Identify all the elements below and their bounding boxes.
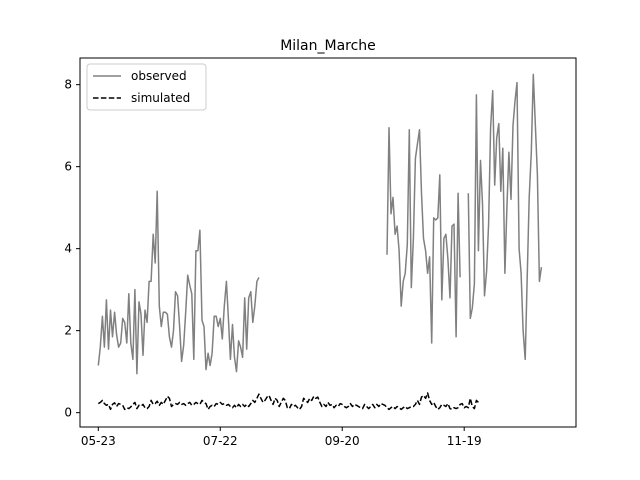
y-tick-label: 2	[64, 324, 72, 338]
x-axis: 05-23 07-22 09-20 11-19	[81, 427, 482, 448]
y-tick-label: 0	[64, 406, 72, 420]
series-line-observed	[386, 126, 461, 344]
series-line-observed	[467, 73, 543, 361]
y-tick-label: 8	[64, 78, 72, 92]
x-tick-label: 07-22	[203, 434, 238, 448]
x-tick-label: 05-23	[81, 434, 116, 448]
legend-label-observed: observed	[131, 69, 187, 83]
y-axis: 0 2 4 6 8	[64, 78, 80, 420]
plot-area	[97, 73, 543, 411]
x-tick-label: 11-19	[447, 434, 482, 448]
plot-frame	[79, 57, 577, 428]
legend: observed simulated	[86, 63, 207, 111]
series-line-observed	[97, 190, 260, 375]
x-tick-label: 09-20	[325, 434, 360, 448]
legend-label-simulated: simulated	[131, 91, 190, 105]
y-tick-label: 4	[64, 242, 72, 256]
y-tick-label: 6	[64, 160, 72, 174]
series-line-simulated	[97, 392, 479, 411]
chart-title: Milan_Marche	[280, 38, 376, 54]
